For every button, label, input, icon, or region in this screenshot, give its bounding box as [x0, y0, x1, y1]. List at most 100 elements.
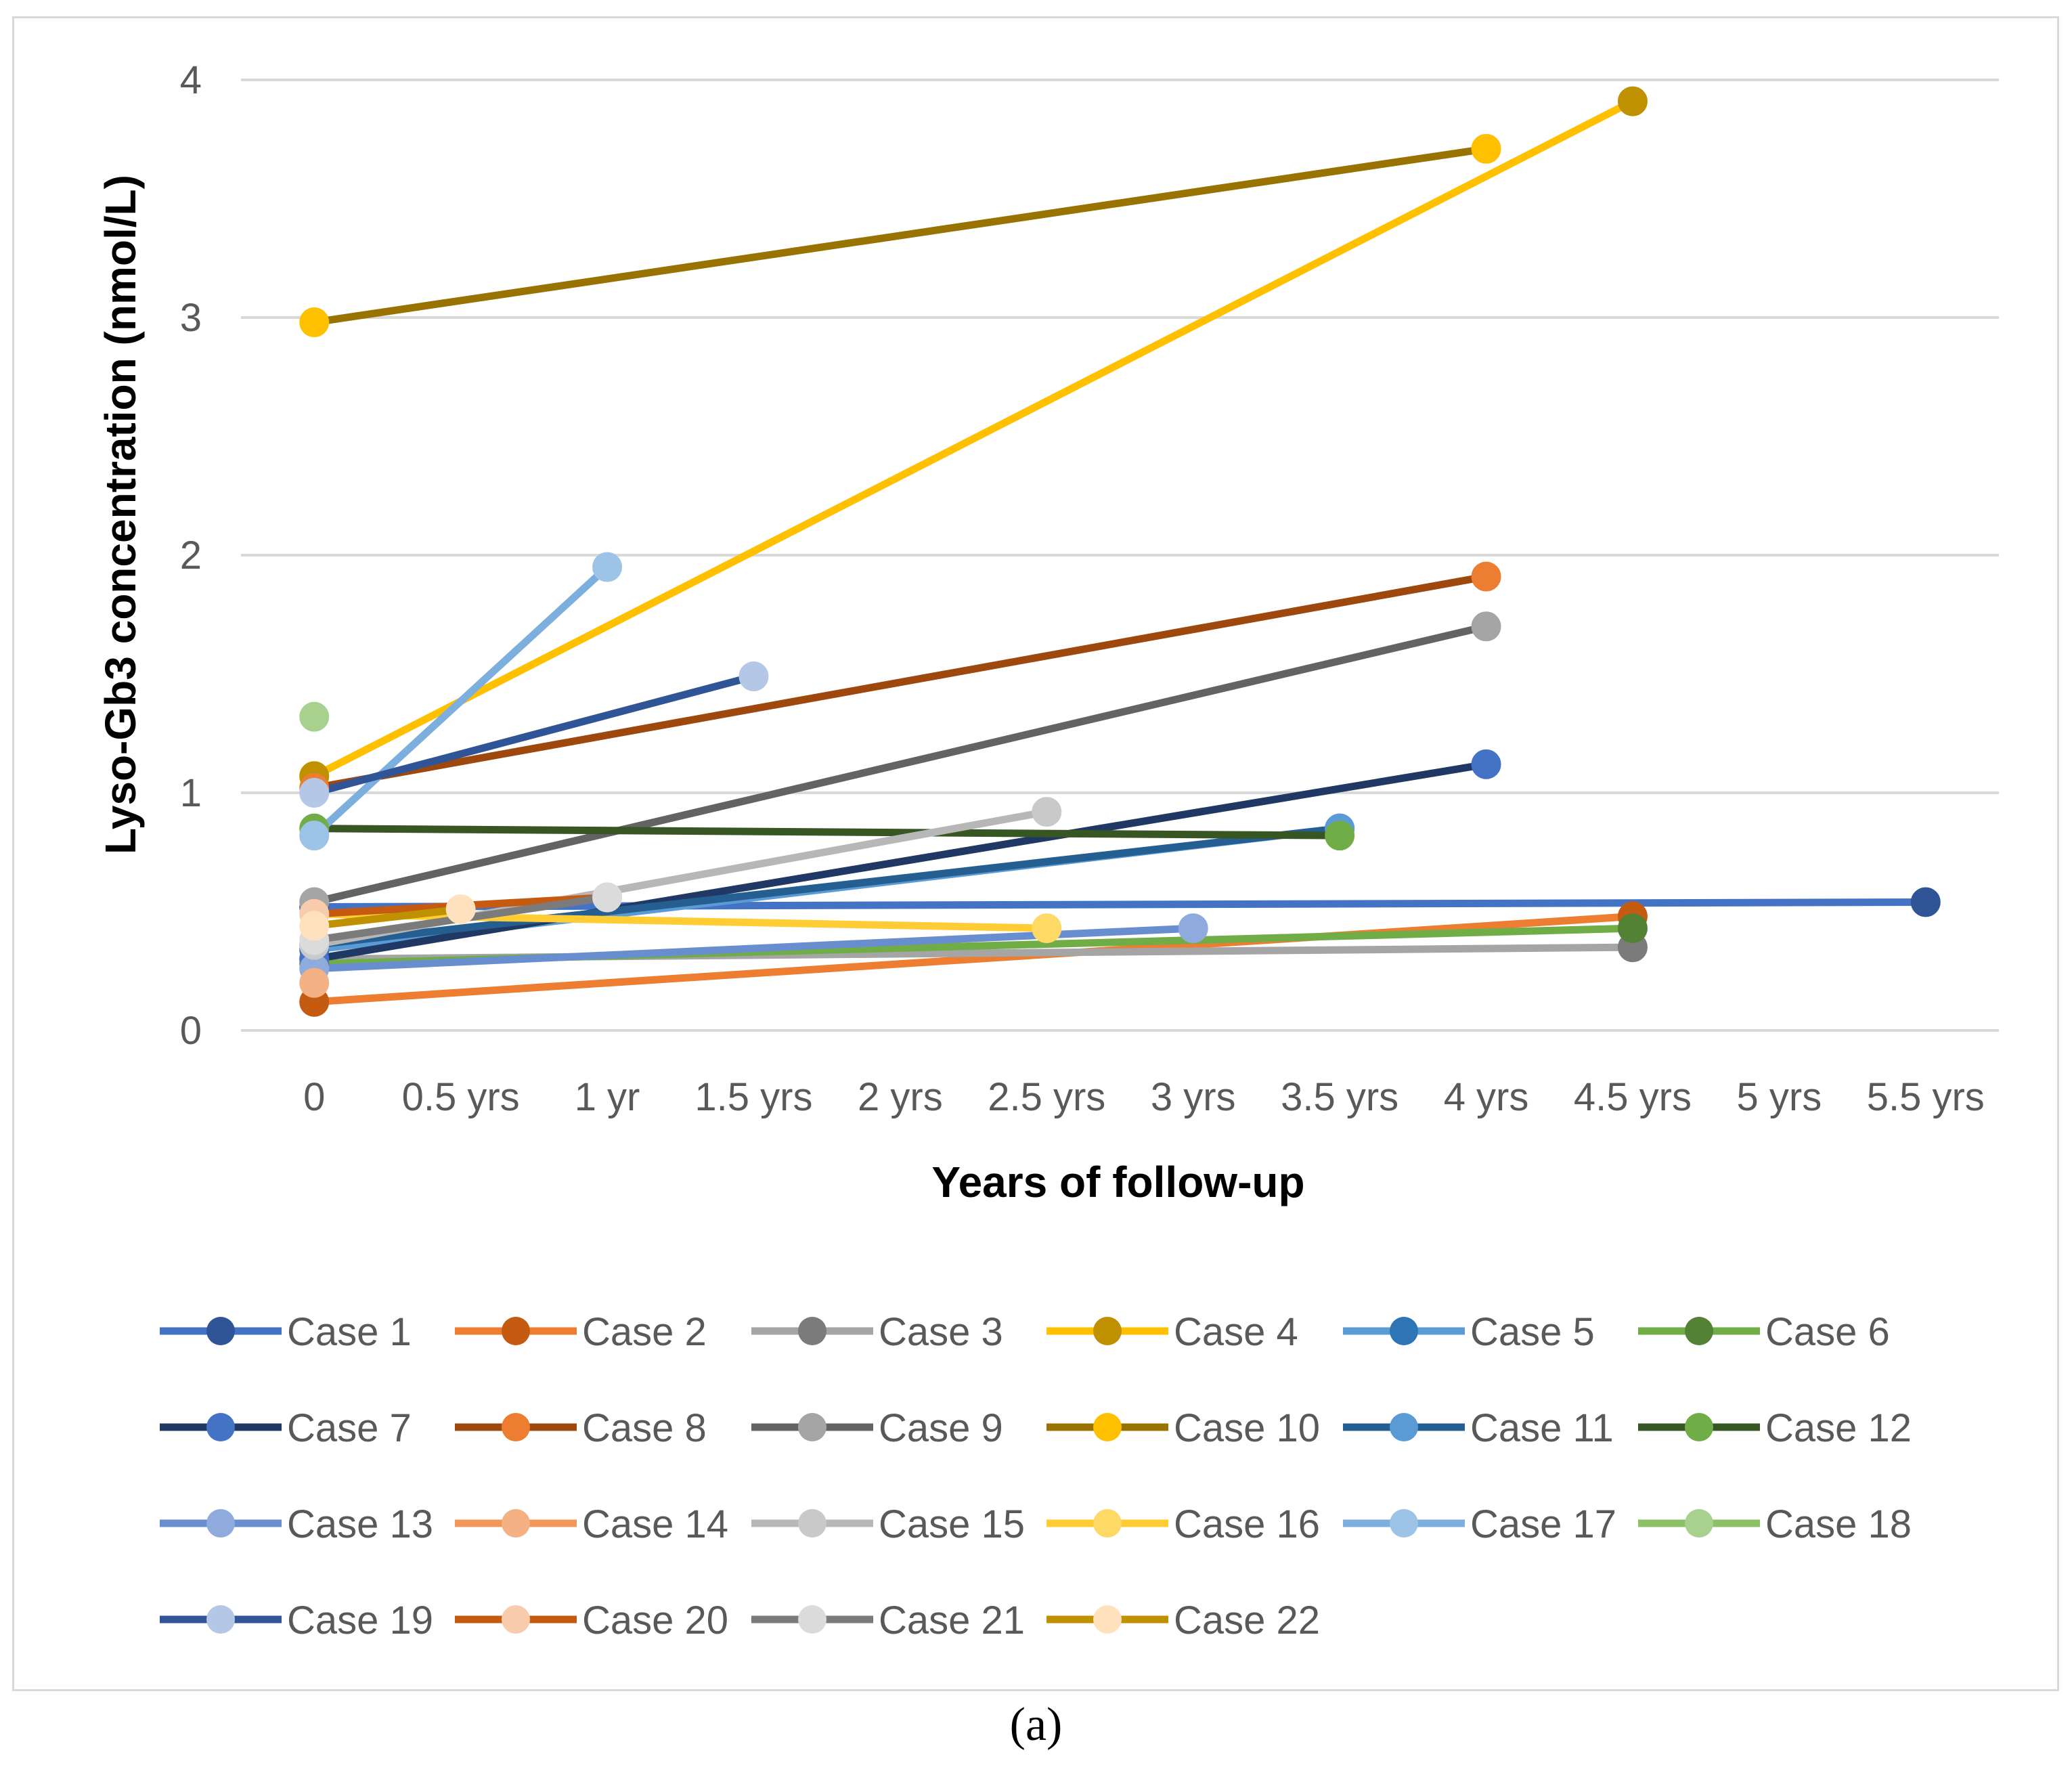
- legend-marker-swatch: [1685, 1413, 1713, 1441]
- legend-label: Case 21: [879, 1598, 1025, 1642]
- y-tick-label: 3: [180, 296, 202, 340]
- data-point-case-22: [445, 894, 476, 924]
- legend-item-case-7: Case 7: [160, 1406, 412, 1450]
- legend-label: Case 7: [287, 1406, 412, 1450]
- legend-item-case-22: Case 22: [1046, 1598, 1320, 1642]
- legend-label: Case 15: [879, 1502, 1025, 1546]
- legend-label: Case 6: [1765, 1310, 1890, 1354]
- data-point-case-9: [1471, 611, 1501, 642]
- legend-label: Case 8: [582, 1406, 707, 1450]
- data-point-case-19: [299, 778, 330, 808]
- series-line-case-9: [310, 622, 1491, 906]
- y-tick-label: 2: [180, 533, 202, 578]
- x-tick-label: 0.5 yrs: [402, 1075, 520, 1119]
- legend-label: Case 20: [582, 1598, 728, 1642]
- y-axis-ticks: 0 1 2 3 4: [180, 58, 202, 1053]
- series-line-case-1: [310, 898, 1930, 911]
- legend-marker-swatch: [1093, 1605, 1122, 1634]
- legend-item-case-16: Case 16: [1046, 1502, 1320, 1546]
- data-point-case-21: [592, 882, 623, 913]
- legend-marker-swatch: [502, 1605, 530, 1634]
- legend-item-case-3: Case 3: [751, 1310, 1003, 1354]
- legend-item-case-13: Case 13: [160, 1502, 433, 1546]
- legend-marker-swatch: [206, 1509, 235, 1538]
- legend-item-case-19: Case 19: [160, 1598, 433, 1642]
- series-line-case-11: [310, 825, 1344, 949]
- series-line-case-4: [310, 97, 1637, 780]
- series-line-case-12: [310, 825, 1344, 840]
- legend-marker-swatch: [798, 1509, 826, 1538]
- legend-label: Case 1: [287, 1310, 412, 1354]
- series-line-case-8: [310, 573, 1491, 792]
- legend-label: Case 4: [1174, 1310, 1298, 1354]
- data-point-case-16: [1032, 913, 1062, 944]
- legend-marker-swatch: [1390, 1317, 1418, 1345]
- x-tick-label: 3 yrs: [1151, 1075, 1236, 1119]
- data-point-case-10: [299, 307, 330, 338]
- legend-marker-swatch: [206, 1605, 235, 1634]
- x-axis-ticks: 0 0.5 yrs 1 yr 1.5 yrs 2 yrs 2.5 yrs 3 yrs 3.5 …: [303, 1075, 1985, 1119]
- legend-item-case-5: Case 5: [1343, 1310, 1595, 1354]
- x-tick-label: 4.5 yrs: [1574, 1075, 1692, 1119]
- x-tick-label: 1 yr: [575, 1075, 640, 1119]
- legend-marker-swatch: [502, 1317, 530, 1345]
- x-tick-label: 0: [303, 1075, 325, 1119]
- legend-marker-swatch: [798, 1413, 826, 1441]
- x-tick-label: 2.5 yrs: [988, 1075, 1105, 1119]
- legend-item-case-9: Case 9: [751, 1406, 1003, 1450]
- legend-marker-swatch: [206, 1413, 235, 1441]
- chart-frame: [12, 16, 2059, 1691]
- figure-caption: (a): [1009, 1699, 1063, 1751]
- legend-label: Case 11: [1470, 1406, 1614, 1450]
- legend-marker-swatch: [502, 1509, 530, 1538]
- legend-marker-swatch: [1093, 1317, 1122, 1345]
- legend-item-case-10: Case 10: [1046, 1406, 1320, 1450]
- data-point-case-12: [1325, 821, 1355, 851]
- x-tick-label: 5 yrs: [1737, 1075, 1822, 1119]
- legend-label: Case 16: [1174, 1502, 1320, 1546]
- legend-label: Case 10: [1174, 1406, 1320, 1450]
- series-line-case-16: [310, 910, 1051, 932]
- legend-label: Case 9: [879, 1406, 1003, 1450]
- data-point-case-17: [592, 552, 623, 582]
- y-tick-label: 0: [180, 1009, 202, 1053]
- data-point-case-10: [1471, 133, 1501, 164]
- legend-item-case-4: Case 4: [1046, 1310, 1298, 1354]
- legend-label: Case 17: [1470, 1502, 1616, 1546]
- series-markers: [299, 86, 1941, 1017]
- legend-item-case-1: Case 1: [160, 1310, 412, 1354]
- legend-label: Case 13: [287, 1502, 433, 1546]
- legend-label: Case 3: [879, 1310, 1003, 1354]
- legend-item-case-17: Case 17: [1343, 1502, 1616, 1546]
- x-axis-title: Years of follow-up: [931, 1158, 1304, 1206]
- legend-label: Case 18: [1765, 1502, 1912, 1546]
- x-tick-label: 3.5 yrs: [1281, 1075, 1398, 1119]
- y-tick-label: 1: [180, 771, 202, 815]
- legend-marker-swatch: [1685, 1509, 1713, 1538]
- legend-marker-swatch: [502, 1413, 530, 1441]
- x-tick-label: 4 yrs: [1444, 1075, 1529, 1119]
- legend-marker-swatch: [1390, 1413, 1418, 1441]
- series-line-case-17: [310, 563, 611, 840]
- series-line-case-22: [310, 905, 465, 930]
- legend-item-case-18: Case 18: [1638, 1502, 1912, 1546]
- legend-item-case-11: Case 11: [1343, 1406, 1614, 1450]
- legend-label: Case 14: [582, 1502, 728, 1546]
- series-line-case-10: [310, 145, 1491, 326]
- data-point-case-15: [1032, 797, 1062, 827]
- data-point-case-14: [299, 967, 330, 998]
- data-point-case-13: [1178, 913, 1208, 944]
- legend-item-case-12: Case 12: [1638, 1406, 1912, 1450]
- legend: Case 1 Case 2 Case 3 Case 4 Case 5 Case 6 Case…: [160, 1310, 1912, 1642]
- legend-marker-swatch: [798, 1317, 826, 1345]
- legend-item-case-2: Case 2: [455, 1310, 707, 1354]
- series-line-case-19: [310, 672, 757, 797]
- x-tick-label: 2 yrs: [858, 1075, 943, 1119]
- legend-marker-swatch: [798, 1605, 826, 1634]
- legend-marker-swatch: [206, 1317, 235, 1345]
- legend-item-case-20: Case 20: [455, 1598, 728, 1642]
- x-tick-label: 1.5 yrs: [695, 1075, 812, 1119]
- legend-marker-swatch: [1390, 1509, 1418, 1538]
- legend-marker-swatch: [1685, 1317, 1713, 1345]
